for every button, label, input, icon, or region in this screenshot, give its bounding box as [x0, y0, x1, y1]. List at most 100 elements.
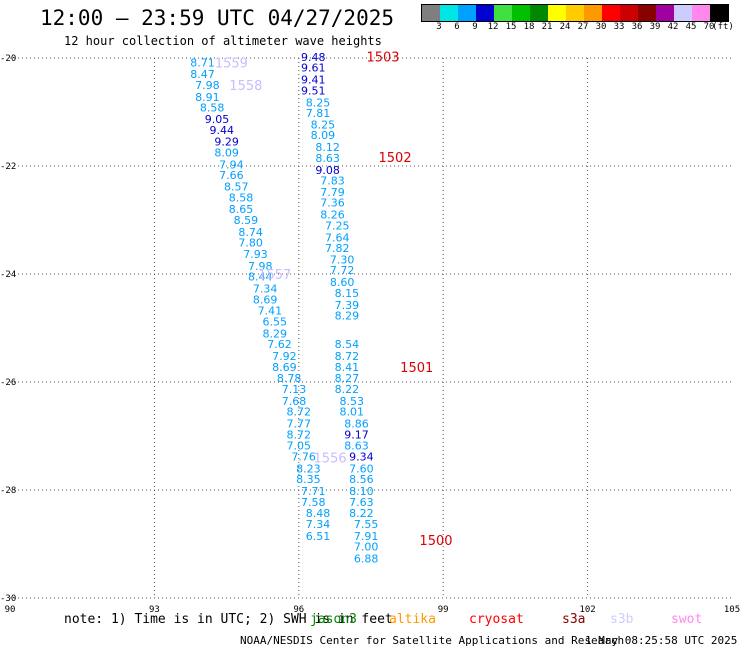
wave-height-colorbar [421, 4, 729, 22]
y-tick-label: -22 [0, 162, 16, 172]
satellite-legend-item: jason3 [310, 612, 357, 627]
wave-height-label: 8.58 [200, 102, 225, 115]
colorbar-label: 42 [667, 22, 679, 32]
wave-height-label: 9.41 [301, 74, 326, 87]
time-annotation: 1557 [258, 268, 291, 283]
wave-height-label: 7.64 [325, 231, 350, 244]
satellite-legend-item: altika [389, 612, 436, 627]
wave-height-label: 7.98 [195, 79, 220, 92]
x-tick-label: 102 [579, 605, 595, 615]
wave-height-label: 8.22 [349, 507, 374, 520]
wave-height-label: 8.22 [335, 383, 360, 396]
time-annotation: 1502 [379, 151, 412, 166]
colorbar-segment [476, 5, 494, 21]
wave-height-label: 8.12 [315, 141, 340, 154]
wave-height-label: 8.60 [330, 276, 355, 289]
wave-height-label: 8.53 [339, 395, 364, 408]
wave-height-label: 8.69 [253, 293, 278, 306]
wave-height-label: 7.60 [349, 462, 374, 475]
x-tick-label: 90 [5, 605, 16, 615]
wave-height-label: 8.27 [335, 372, 360, 385]
wave-height-label: 7.79 [320, 186, 345, 199]
wave-height-label: 7.77 [287, 418, 312, 431]
wave-height-label: 8.56 [349, 473, 374, 486]
y-tick-label: -24 [0, 270, 16, 280]
colorbar-segment [422, 5, 440, 21]
x-tick-label: 93 [149, 605, 160, 615]
colorbar-segment [620, 5, 638, 21]
wave-height-label: 8.71 [190, 56, 215, 69]
generation-timestamp: 1 May 08:25:58 UTC 2025 [585, 634, 738, 647]
wave-height-label: 7.94 [219, 158, 244, 171]
colorbar-label: 33 [613, 22, 625, 32]
wave-height-label: 8.41 [335, 361, 360, 374]
wave-height-label: 8.59 [234, 214, 259, 227]
page-subtitle: 12 hour collection of altimeter wave hei… [64, 34, 382, 48]
wave-height-label: 9.05 [205, 113, 230, 126]
footer-note: note: 1) Time is in UTC; 2) SWH is in fe… [64, 612, 393, 627]
satellite-legend-item: cryosat [469, 612, 524, 627]
wave-height-label: 9.48 [301, 51, 326, 64]
colorbar-label: 18 [523, 22, 535, 32]
colorbar-label: 70 [703, 22, 715, 32]
wave-height-label: 8.72 [335, 350, 360, 363]
wave-height-label: 7.83 [320, 175, 345, 188]
wave-height-label: 8.58 [229, 191, 254, 204]
colorbar-segment [602, 5, 620, 21]
colorbar-segment [584, 5, 602, 21]
wave-height-label: 7.34 [306, 518, 331, 531]
wave-height-label: 7.71 [301, 485, 326, 498]
wave-height-label: 7.39 [335, 299, 360, 312]
colorbar-label: 39 [649, 22, 661, 32]
wave-height-label: 8.10 [349, 485, 374, 498]
wave-height-label: 7.72 [330, 264, 355, 277]
wave-height-label: 7.34 [253, 283, 278, 296]
colorbar-label: 36 [631, 22, 643, 32]
wave-height-label: 7.63 [349, 496, 374, 509]
colorbar-segment [494, 5, 512, 21]
wave-height-label: 6.88 [354, 553, 379, 566]
colorbar-segment [710, 5, 728, 21]
wave-height-label: 9.08 [315, 164, 340, 177]
wave-height-label: 8.09 [214, 147, 239, 160]
satellite-legend-item: s3b [610, 612, 634, 627]
credit-text: NOAA/NESDIS Center for Satellite Applica… [240, 634, 625, 647]
wave-height-label: 7.92 [272, 350, 297, 363]
time-annotation: 1558 [229, 79, 262, 94]
colorbar-label: 6 [454, 22, 460, 32]
wave-height-label: 7.76 [291, 451, 316, 464]
wave-height-label: 8.47 [190, 68, 215, 81]
wave-height-label: 7.62 [267, 338, 292, 351]
colorbar-segment [458, 5, 476, 21]
wave-height-label: 8.65 [229, 203, 254, 216]
y-tick-label: -28 [0, 486, 16, 496]
colorbar-label: 9 [472, 22, 478, 32]
wave-height-label: 7.81 [306, 107, 331, 120]
wave-height-label: 8.29 [262, 327, 287, 340]
wave-height-label: 9.29 [214, 136, 239, 149]
wave-height-label: 7.98 [248, 260, 273, 273]
wave-height-label: 7.66 [219, 169, 244, 182]
x-tick-label: 96 [293, 605, 304, 615]
wave-height-label: 7.05 [287, 440, 312, 453]
colorbar-segment [656, 5, 674, 21]
wave-height-label: 7.91 [354, 530, 379, 543]
wave-height-label: 7.25 [325, 219, 350, 232]
wave-height-label: 8.63 [344, 440, 369, 453]
colorbar-segment [548, 5, 566, 21]
wave-height-label: 7.58 [301, 496, 326, 509]
colorbar-label: 21 [541, 22, 553, 32]
wave-height-label: 7.82 [325, 242, 350, 255]
wave-height-label: 7.30 [330, 253, 355, 266]
colorbar-label: 12 [487, 22, 499, 32]
wave-height-label: 7.93 [243, 248, 268, 261]
page-title: 12:00 – 23:59 UTC 04/27/2025 [40, 6, 395, 30]
wave-height-label: 8.09 [311, 129, 336, 142]
wave-height-label: 6.55 [262, 316, 287, 329]
wave-height-label: 7.68 [282, 395, 307, 408]
x-tick-label: 105 [724, 605, 740, 615]
wave-height-label: 8.63 [315, 152, 340, 165]
wave-height-label: 9.17 [344, 428, 369, 441]
wave-height-label: 8.72 [287, 428, 312, 441]
